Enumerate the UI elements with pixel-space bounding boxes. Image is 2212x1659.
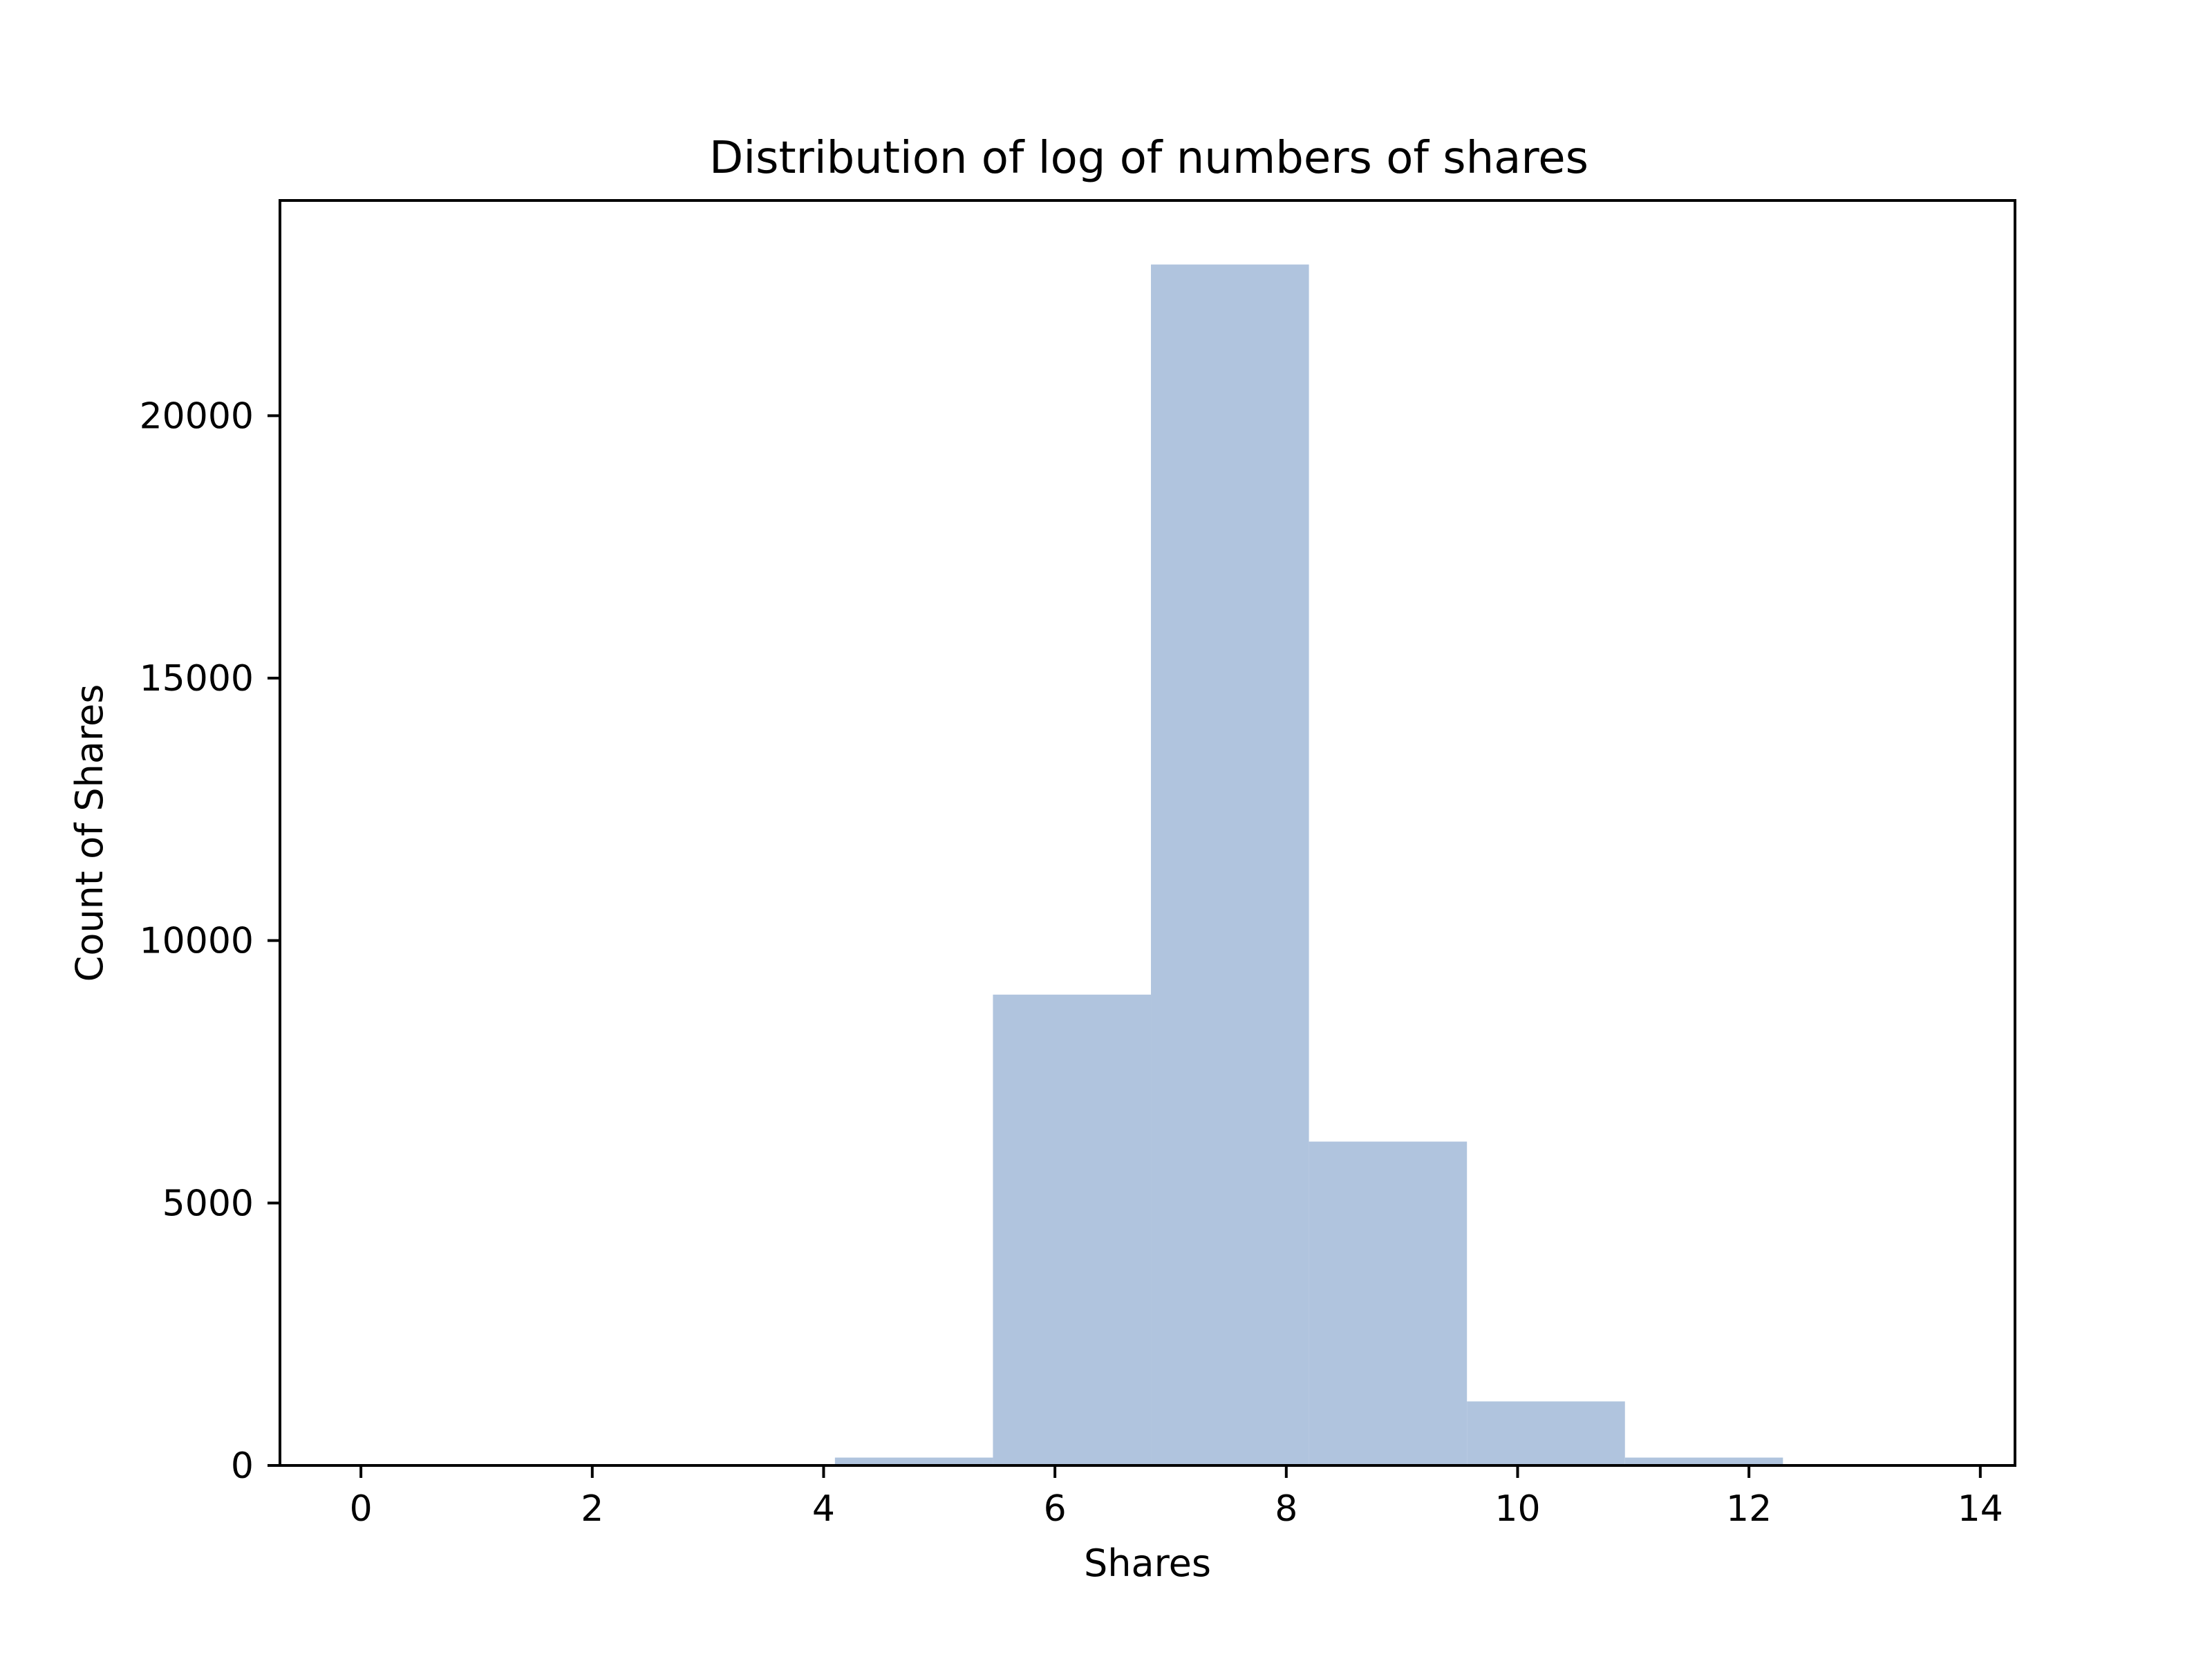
y-axis-ticks: 0 5000 10000 15000 20000 (140, 395, 280, 1487)
x-tick-label: 4 (812, 1488, 835, 1530)
chart-title: Distribution of log of numbers of shares (709, 133, 1588, 184)
x-tick-label: 10 (1494, 1488, 1540, 1530)
x-tick-label: 6 (1044, 1488, 1067, 1530)
x-tick-label: 8 (1275, 1488, 1297, 1530)
x-tick-label: 0 (350, 1488, 373, 1530)
y-tick-label: 5000 (162, 1183, 254, 1224)
x-tick-label: 14 (1958, 1488, 2003, 1530)
histogram-bars (361, 264, 1941, 1465)
y-tick-label: 0 (231, 1445, 254, 1487)
x-axis-ticks: 0 2 4 6 8 10 12 14 (350, 1465, 2003, 1530)
histogram-bar (834, 1457, 993, 1465)
y-tick-label: 15000 (140, 658, 254, 700)
y-tick-label: 10000 (140, 921, 254, 962)
histogram-bar (1151, 264, 1309, 1465)
histogram-bar (993, 994, 1152, 1465)
y-tick-label: 20000 (140, 395, 254, 437)
x-tick-label: 12 (1726, 1488, 1772, 1530)
x-axis-label: Shares (1084, 1541, 1211, 1585)
histogram-bar (1624, 1457, 1783, 1465)
plot-frame (279, 199, 2016, 1467)
histogram-bar (1309, 1141, 1468, 1465)
histogram-bar (1467, 1401, 1625, 1465)
x-tick-label: 2 (581, 1488, 603, 1530)
y-axis-label: Count of Shares (68, 684, 111, 982)
